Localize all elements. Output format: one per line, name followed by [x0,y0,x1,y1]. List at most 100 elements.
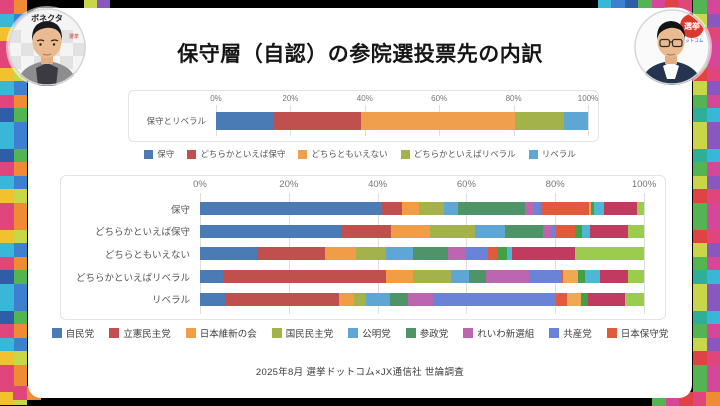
mosaic-tile [706,243,720,257]
mosaic-tile [706,351,720,365]
legend-swatch [463,328,474,338]
bar-segment [413,247,449,261]
mosaic-tile [693,135,707,149]
bar-segment [200,224,342,238]
mosaic-tile [0,243,14,257]
bar-segment [223,270,386,284]
party-legend: 自民党 立憲民主党 日本維新の会 国民民主党 公明党 参政党 れいわ新選組 共産党 日本保守党 [28,326,692,340]
mosaic-tile [706,310,720,324]
bar-segment [466,247,489,261]
mosaic-tile [0,81,14,95]
mosaic-tile [706,337,720,351]
axis-tick-label: 20% [282,94,299,103]
mosaic-tile [0,310,14,324]
mosaic-tile [13,81,27,95]
mosaic-tile [0,270,14,284]
bar-segment [588,202,592,216]
mosaic-tile [13,256,27,270]
bar-segment [542,224,552,238]
bar-track [200,247,644,261]
legend-item: れいわ新選組 [463,326,534,340]
legend-item: 国民民主党 [271,326,334,340]
mosaic-tile [706,162,720,176]
bar-segment [600,270,628,284]
legend-item: 参政党 [405,326,448,340]
bar-segment [408,292,434,306]
axis-tick-label: 80% [545,179,565,190]
mosaic-tile [693,148,707,162]
mosaic-tile [693,121,707,135]
chart-row: 保守 [61,202,644,216]
mosaic-tile [0,364,14,378]
chart-row: どちらかといえば保守 [61,224,644,238]
mosaic-tile [706,297,720,311]
mosaic-tile [693,202,707,216]
legend-label: リベラル [541,149,576,159]
mosaic-tile [13,202,27,216]
legend-label: 日本保守党 [620,329,669,340]
guest-avatar-illustration: 選挙 ドットコム [634,9,710,85]
bar-segment [562,270,564,284]
backdrop-side-logo: 選挙 [69,33,79,40]
bar-segment [566,292,582,306]
mosaic-tile [13,324,27,338]
bar-segment [386,247,414,261]
bar-segment [582,224,591,238]
axis-tick-label: 100% [577,94,599,103]
bar-segment [385,270,414,284]
mosaic-tile [706,378,720,392]
legend-swatch [549,328,560,338]
mosaic-tile [706,27,720,41]
mosaic-tile [13,351,27,365]
legend-swatch [109,328,120,338]
legend-label: 公明党 [362,329,391,340]
bar-segment [485,270,530,284]
page-title: 保守層（自認）の参院選投票先の内訳 [177,43,543,66]
mosaic-tile [693,216,707,230]
row-label: どちらともいえない [104,249,190,261]
bar-segment [341,224,392,238]
mosaic-tile [0,297,14,311]
mosaic-tile [692,392,707,406]
mosaic-tile [706,364,720,378]
mosaic-tile [706,0,720,14]
bar-segment [429,224,475,238]
mosaic-tile [693,94,707,108]
mosaic-tile [13,297,27,311]
chart-row: リベラル [61,292,644,306]
legend-item: 公明党 [348,326,391,340]
host-avatar-illustration: ボネクタ 選挙 [8,8,86,86]
party-vote-breakdown-chart: 0% 20% 40% 60% 80% 100% 保守 どちらかといえば保守 どちらともいえないど… [60,175,666,320]
mosaic-tile [693,337,707,351]
bar-segment [458,202,525,216]
bar-segment [515,112,564,130]
x-axis: 0% 20% 40% 60% 80% 100% [193,179,656,196]
bar-segment [529,270,563,284]
bar-segment [590,224,628,238]
axis-tick-label: 0% [210,94,222,103]
mosaic-tile [693,81,707,95]
mosaic-tile [0,256,14,270]
bar-segment [474,224,505,238]
row-label: どちらかといえば保守 [94,227,190,239]
bar-segment [627,224,644,238]
bar-segment [578,270,586,284]
legend-label: どちらかといえばリベラル [413,149,516,159]
bar-segment [413,270,451,284]
bar-segment [556,292,567,306]
host-figure [16,21,78,86]
mosaic-tile [693,175,707,189]
legend-label: 国民民主党 [285,329,334,340]
bar-segment [216,112,274,130]
bar-segment [581,292,589,306]
legend-swatch [185,328,196,338]
bar-segment [402,202,420,216]
bar-track [200,202,644,216]
mosaic-tile [0,202,14,216]
legend-swatch [298,149,308,159]
bar-segment [433,292,557,306]
bar-segment [448,247,467,261]
mosaic-tile [693,162,707,176]
mosaic-tile [693,297,707,311]
bar-segment [273,112,362,130]
